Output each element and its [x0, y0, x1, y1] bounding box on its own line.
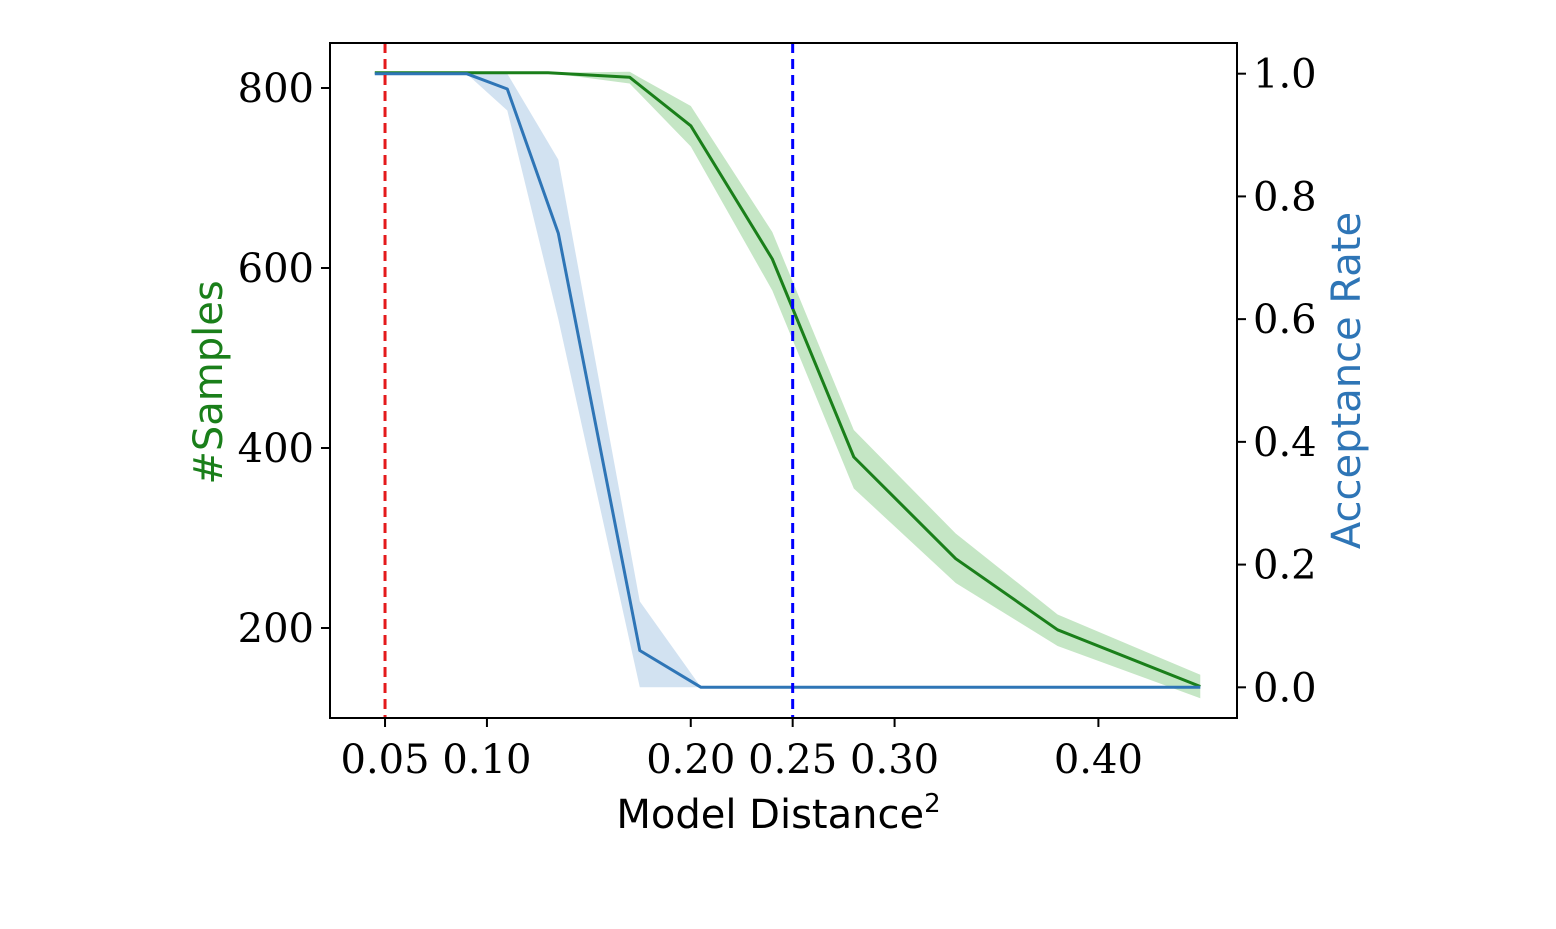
y-right-tick-label: 0.4 — [1253, 420, 1317, 466]
x-axis-title-superscript: 2 — [924, 789, 941, 819]
y-right-tick-label: 0.6 — [1253, 297, 1317, 343]
y-right-axis-ticks: 0.0 0.2 0.4 0.6 0.8 1.0 — [1237, 52, 1317, 711]
y-left-tick-label: 400 — [238, 426, 314, 472]
y-left-tick-label: 600 — [238, 246, 314, 292]
reference-lines — [383, 43, 795, 718]
x-tick-label: 0.40 — [1054, 737, 1143, 783]
y-right-tick-label: 1.0 — [1253, 52, 1317, 98]
series-lines — [374, 71, 1201, 689]
y-left-axis-ticks: 200 400 600 800 — [238, 66, 330, 652]
samples-series-line — [374, 71, 1201, 688]
samples-confidence-band — [374, 71, 1201, 699]
y-right-tick-label: 0.2 — [1253, 543, 1317, 589]
x-axis-ticks: 0.05 0.10 0.20 0.25 0.30 0.40 — [341, 718, 1143, 783]
x-tick-label: 0.05 — [341, 737, 430, 783]
plot-frame — [329, 42, 1238, 719]
x-tick-label: 0.20 — [646, 737, 735, 783]
acceptance-rate-series-line — [374, 72, 1201, 689]
x-axis-title-main: Model Distance — [616, 792, 924, 838]
y-left-tick-label: 200 — [238, 606, 314, 652]
y-right-tick-label: 0.0 — [1253, 665, 1317, 711]
y-right-axis-title: Acceptance Rate — [1324, 212, 1370, 549]
y-left-tick-label: 800 — [238, 66, 314, 112]
x-tick-label: 0.25 — [748, 737, 837, 783]
y-right-tick-label: 0.8 — [1253, 174, 1317, 220]
x-axis-title: Model Distance2 — [616, 789, 940, 838]
acceptance-rate-confidence-band — [374, 73, 1201, 688]
x-tick-label: 0.30 — [850, 737, 939, 783]
x-tick-label: 0.10 — [442, 737, 531, 783]
y-left-axis-title: #Samples — [186, 280, 232, 484]
confidence-bands — [374, 71, 1201, 699]
